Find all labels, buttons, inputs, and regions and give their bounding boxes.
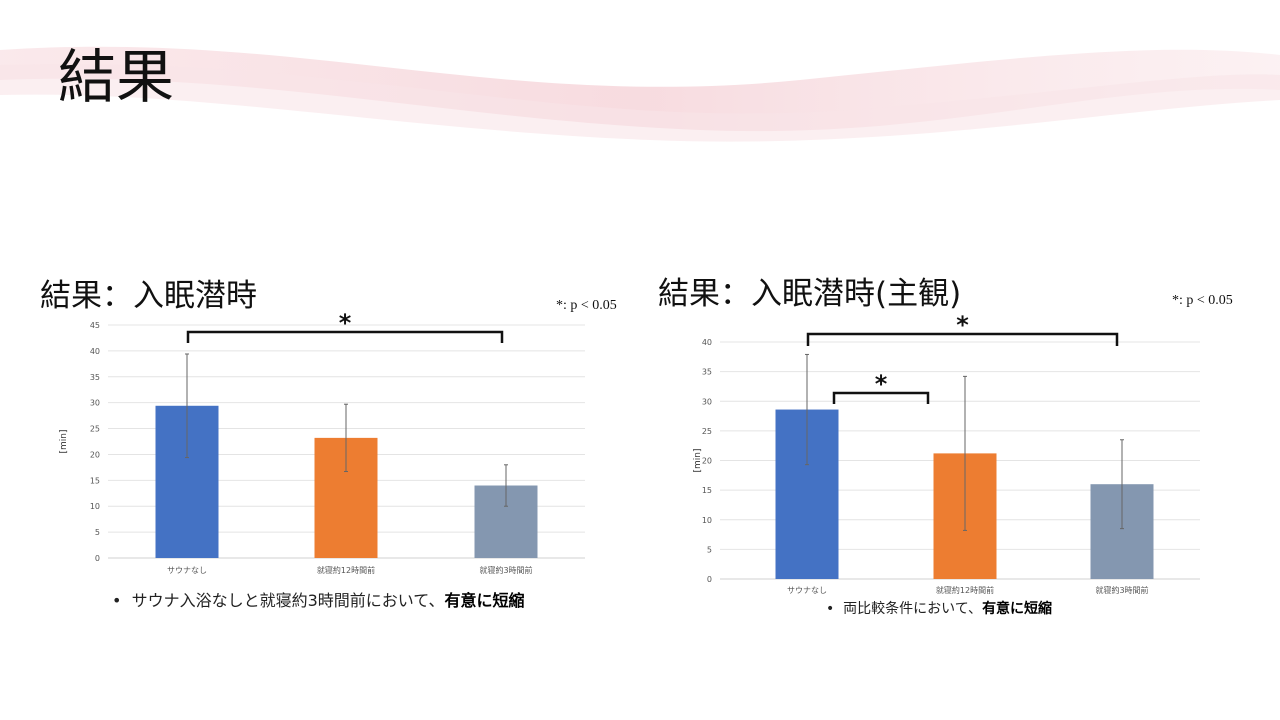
y-tick-label: 40 xyxy=(90,347,100,356)
y-tick-label: 30 xyxy=(90,399,100,408)
x-category-label: 就寝約3時間前 xyxy=(1095,585,1148,595)
x-category-label: サウナなし xyxy=(787,586,827,595)
y-tick-label: 25 xyxy=(90,425,100,434)
y-tick-label: 20 xyxy=(702,457,712,466)
y-tick-label: 5 xyxy=(707,545,712,554)
slide-title: 結果 xyxy=(58,43,175,111)
y-tick-label: 35 xyxy=(702,368,712,377)
left-bullet-text: サウナ入浴なしと就寝約3時間前において、 xyxy=(131,591,445,610)
x-category-label: サウナなし xyxy=(167,566,207,575)
y-tick-label: 15 xyxy=(702,486,712,495)
left-bullet-bold: 有意に短縮 xyxy=(444,591,525,610)
x-category-label: 就寝約3時間前 xyxy=(479,565,532,575)
y-tick-label: 25 xyxy=(702,427,712,436)
y-tick-label: 45 xyxy=(90,321,100,330)
y-tick-label: 40 xyxy=(702,338,712,347)
x-category-label: 就寝約12時間前 xyxy=(317,565,375,575)
right-bullet-point: • 両比較条件において、有意に短縮 xyxy=(826,601,1053,617)
y-axis-label: [min] xyxy=(693,449,703,473)
right-significance-note: *: p < 0.05 xyxy=(1172,293,1233,308)
left-bullet-point: • サウナ入浴なしと就寝約3時間前において、有意に短縮 xyxy=(112,591,525,610)
y-tick-label: 0 xyxy=(95,554,100,563)
y-tick-label: 15 xyxy=(90,476,100,485)
x-category-label: 就寝約12時間前 xyxy=(936,585,994,595)
significance-bracket xyxy=(806,332,1119,346)
significance-star: * xyxy=(875,370,888,398)
y-tick-label: 20 xyxy=(90,450,100,459)
significance-star: * xyxy=(956,311,969,339)
significance-bracket xyxy=(186,330,504,343)
right-bullet-bold: 有意に短縮 xyxy=(982,601,1053,617)
y-tick-label: 0 xyxy=(707,575,712,584)
right-bullet-text: 両比較条件において、 xyxy=(843,601,983,617)
y-tick-label: 10 xyxy=(702,516,712,525)
y-tick-label: 5 xyxy=(95,528,100,537)
y-axis-label: [min] xyxy=(59,430,69,454)
y-tick-label: 30 xyxy=(702,397,712,406)
decorative-wave-background xyxy=(0,46,1280,142)
right-chart-heading: 結果：入眠潜時(主観) xyxy=(658,276,962,312)
left-chart-heading: 結果：入眠潜時 xyxy=(40,278,257,314)
y-tick-label: 10 xyxy=(90,502,100,511)
left-significance-note: *: p < 0.05 xyxy=(556,298,617,313)
significance-star: * xyxy=(339,309,352,337)
y-tick-label: 35 xyxy=(90,373,100,382)
significance-bracket xyxy=(832,391,930,404)
